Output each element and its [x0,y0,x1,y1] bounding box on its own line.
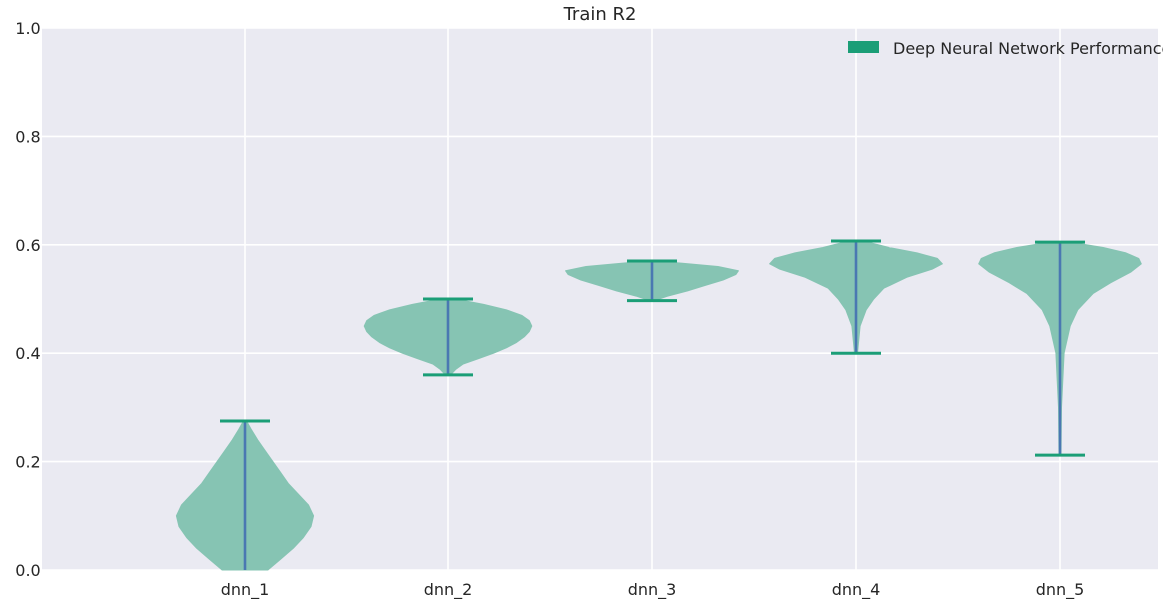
x-tick-label-dnn-4: dnn_4 [832,580,881,600]
y-tick-label-3: 0.6 [15,236,40,255]
x-axis-ticks: dnn_1 dnn_2 dnn_3 dnn_4 dnn_5 [221,580,1085,600]
legend: Deep Neural Network Performance [848,39,1163,58]
y-tick-label-1: 0.2 [15,453,40,472]
x-tick-label-dnn-2: dnn_2 [424,580,473,600]
y-tick-label-4: 0.8 [15,127,40,146]
y-axis-ticks: 0.0 0.2 0.4 0.6 0.8 1.0 [15,19,40,580]
y-tick-label-5: 1.0 [15,19,40,38]
x-tick-label-dnn-1: dnn_1 [221,580,270,600]
legend-label: Deep Neural Network Performance [893,39,1163,58]
legend-swatch [848,41,879,53]
y-tick-label-0: 0.0 [15,561,40,580]
violins [175,239,1142,571]
y-tick-label-2: 0.4 [15,344,40,363]
x-tick-label-dnn-3: dnn_3 [628,580,677,600]
x-tick-label-dnn-5: dnn_5 [1036,580,1085,600]
chart-title: Train R2 [563,4,637,25]
